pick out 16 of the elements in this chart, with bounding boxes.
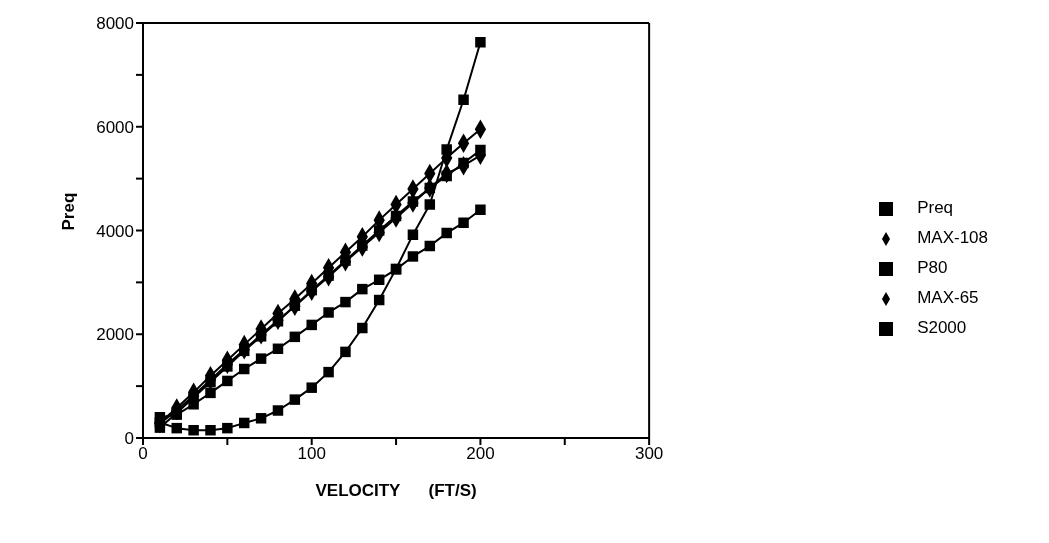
y-axis-title: Preq [59,192,79,231]
legend-label: P80 [917,258,948,277]
x-axis-title: VELOCITY (FT/S) [315,481,477,500]
legend-label: MAX-65 [917,288,979,307]
legend-label: S2000 [917,318,967,337]
x-tick-label: 100 [297,444,326,464]
x-tick-label: 200 [466,444,495,464]
legend-label: Preq [917,198,954,217]
y-tick-label: 0 [124,429,134,449]
y-tick-label: 4000 [96,221,134,241]
x-tick-label: 0 [138,444,148,464]
y-tick-label: 6000 [96,117,134,137]
x-tick-label: 300 [634,444,664,464]
legend-label: MAX-108 [917,228,988,247]
y-tick-label: 8000 [96,14,134,34]
y-tick-label: 2000 [96,325,134,345]
